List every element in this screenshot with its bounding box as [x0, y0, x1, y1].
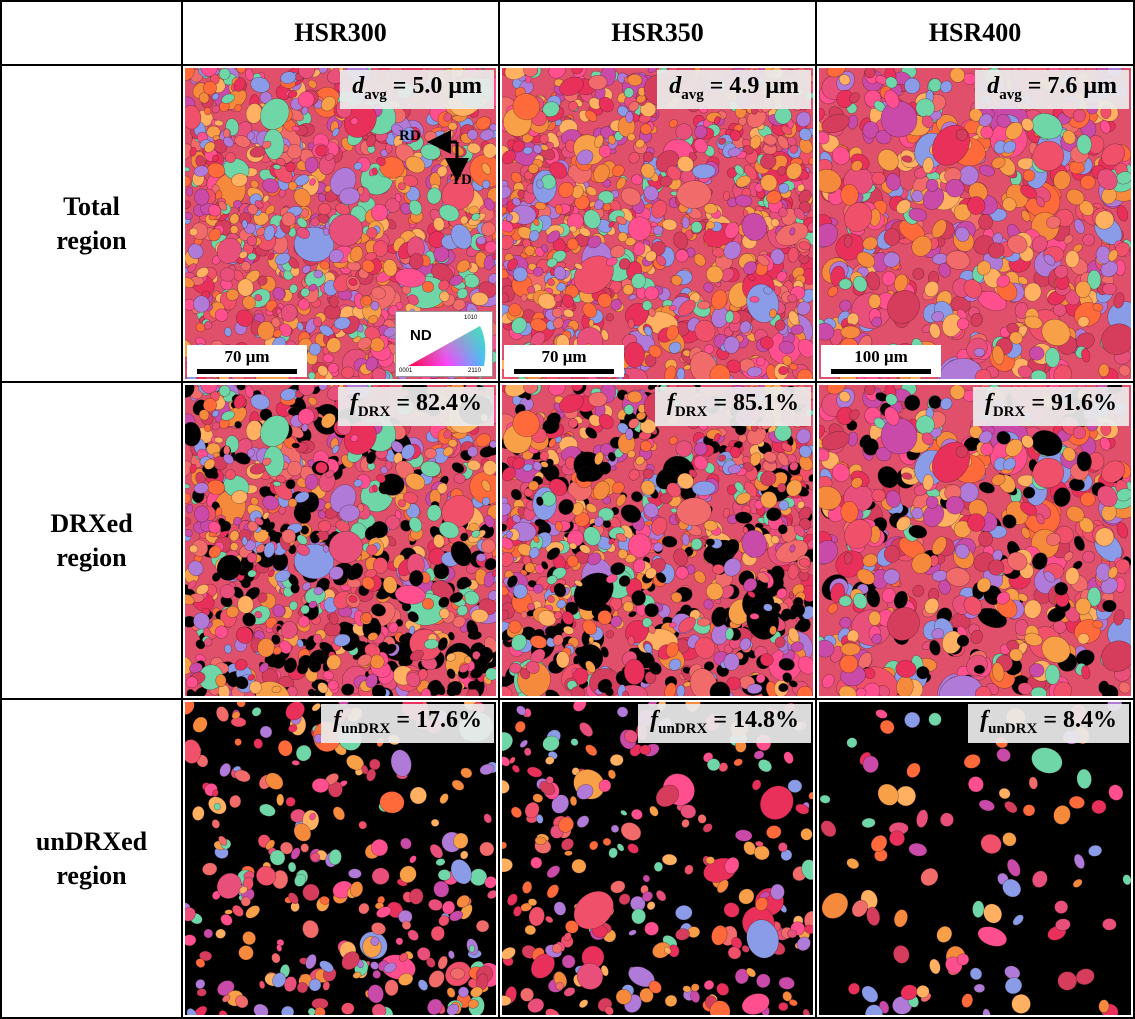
rd-label: RD [399, 128, 421, 144]
td-label: TD [451, 172, 472, 188]
row-label-line1: DRXed [50, 508, 133, 538]
ipf-top-label: 1010 [464, 315, 478, 321]
grain-map [819, 68, 1131, 379]
grain-map [502, 702, 813, 1015]
ebsd-map-total-hsr300: davg = 5.0 μm RD TD ND 1010 0001 211 [183, 66, 500, 383]
row-label-line2: region [56, 860, 127, 890]
ebsd-map-undrxed-hsr300: funDRX = 17.6% [183, 700, 500, 1019]
scale-bar: 70 μm [504, 345, 624, 377]
drx-fraction-label: fDRX = 91.6% [972, 387, 1129, 426]
ebsd-map-drxed-hsr350: fDRX = 85.1% [500, 383, 817, 700]
row-header-undrxed: unDRXed region [2, 700, 183, 1019]
ebsd-map-total-hsr400: davg = 7.6 μm 100 μm [817, 66, 1135, 383]
grain-size-label: davg = 5.0 μm [340, 70, 494, 109]
ipf-title: ND [410, 327, 432, 344]
ebsd-map-drxed-hsr300: fDRX = 82.4% [183, 383, 500, 700]
undrx-fraction-label: funDRX = 8.4% [968, 704, 1129, 743]
col-header-hsr300: HSR300 [183, 2, 500, 66]
drx-fraction-label: fDRX = 82.4% [337, 387, 494, 426]
ebsd-map-drxed-hsr400: fDRX = 91.6% [817, 383, 1135, 700]
ipf-color-key: ND 1010 0001 2110 [395, 311, 493, 377]
row-label-line1: Total [63, 191, 120, 221]
undrx-fraction-label: funDRX = 14.8% [638, 704, 811, 743]
ebsd-map-undrxed-hsr350: funDRX = 14.8% [500, 700, 817, 1019]
corner-cell [2, 2, 183, 66]
grain-map [819, 385, 1131, 696]
row-header-drxed: DRXed region [2, 383, 183, 700]
row-label-line1: unDRXed [35, 826, 148, 856]
grain-map [502, 385, 813, 696]
drx-fraction-label: fDRX = 85.1% [654, 387, 811, 426]
col-header-hsr350: HSR350 [500, 2, 817, 66]
undrx-fraction-label: funDRX = 17.6% [321, 704, 494, 743]
rd-td-arrows-icon [427, 130, 469, 182]
ipf-triangle-icon [408, 326, 486, 366]
row-label-line2: region [56, 542, 127, 572]
ebsd-map-total-hsr350: davg = 4.9 μm 70 μm [500, 66, 817, 383]
ipf-bottom-right-label: 2110 [468, 368, 481, 374]
sample-coordinate-axes: RD TD [399, 120, 485, 188]
ipf-bottom-left-label: 0001 [399, 368, 413, 374]
grain-map [185, 385, 496, 696]
grain-map [819, 702, 1131, 1015]
row-header-total: Total region [2, 66, 183, 383]
row-label-line2: region [56, 225, 127, 255]
grain-size-label: davg = 7.6 μm [975, 70, 1129, 109]
grain-map [502, 68, 813, 379]
grain-map [185, 702, 496, 1015]
scale-bar: 100 μm [821, 345, 941, 377]
col-header-hsr400: HSR400 [817, 2, 1135, 66]
ebsd-map-undrxed-hsr400: funDRX = 8.4% [817, 700, 1135, 1019]
scale-bar: 70 μm [187, 345, 307, 377]
grain-size-label: davg = 4.9 μm [657, 70, 811, 109]
